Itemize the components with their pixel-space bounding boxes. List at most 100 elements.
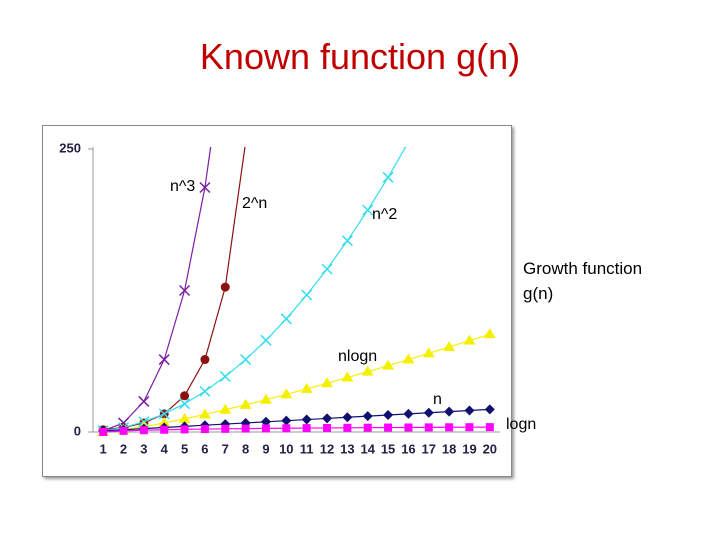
marker	[402, 353, 415, 364]
series-label: logn	[506, 416, 536, 433]
marker	[361, 365, 374, 376]
marker	[423, 407, 434, 418]
y-tick-label: 250	[59, 140, 81, 155]
marker	[422, 347, 435, 358]
marker	[260, 334, 272, 346]
marker	[321, 263, 333, 275]
marker	[362, 411, 373, 422]
marker	[483, 328, 496, 339]
marker	[220, 39, 230, 49]
marker	[403, 147, 414, 148]
marker	[240, 354, 252, 366]
marker	[443, 341, 456, 352]
x-tick-label: 10	[279, 441, 293, 456]
marker	[220, 282, 230, 292]
marker	[99, 428, 108, 436]
marker	[158, 416, 171, 427]
marker	[260, 416, 271, 427]
marker	[301, 289, 313, 301]
x-tick-label: 11	[300, 441, 314, 456]
slide-title: Known function g(n)	[199, 36, 521, 77]
x-tick-label: 13	[340, 441, 354, 456]
marker	[180, 391, 190, 401]
marker	[221, 424, 230, 433]
marker	[382, 171, 394, 183]
marker	[383, 410, 394, 421]
marker	[484, 404, 495, 415]
marker	[485, 423, 494, 432]
marker	[178, 412, 191, 423]
marker	[444, 60, 454, 70]
marker	[321, 377, 334, 388]
marker	[323, 423, 332, 432]
x-tick-label: 18	[442, 441, 456, 456]
marker	[424, 423, 433, 432]
marker	[464, 18, 474, 28]
annotation: Growth function g(n)	[523, 259, 643, 303]
series-label: nlogn	[338, 348, 377, 365]
marker	[302, 424, 311, 433]
marker	[404, 423, 413, 432]
marker	[219, 403, 232, 414]
marker	[139, 426, 148, 435]
plot-area	[97, 18, 496, 437]
marker	[241, 424, 250, 433]
marker	[281, 415, 292, 426]
x-tick-label: 3	[140, 441, 147, 456]
marker	[200, 425, 209, 434]
marker	[239, 398, 252, 409]
x-tick-label: 1	[100, 441, 107, 456]
marker	[179, 284, 191, 297]
marker	[280, 313, 292, 325]
marker	[261, 424, 270, 433]
series-label: 2^n	[242, 195, 267, 212]
x-tick-label: 6	[201, 441, 208, 456]
marker	[198, 408, 211, 419]
x-tick-label: 9	[262, 441, 269, 456]
marker	[424, 100, 434, 110]
marker	[282, 424, 291, 433]
marker	[363, 423, 372, 432]
marker	[138, 395, 150, 407]
marker	[219, 371, 231, 383]
series-line	[103, 147, 407, 432]
x-tick-label: 16	[401, 441, 415, 456]
x-tick-label: 14	[360, 441, 375, 456]
marker	[342, 412, 353, 423]
marker	[259, 393, 272, 404]
series-label: n	[433, 391, 442, 408]
marker	[301, 414, 312, 425]
marker	[384, 423, 393, 432]
x-tick-label: 4	[161, 441, 169, 456]
x-tick-label: 20	[483, 441, 497, 456]
marker	[160, 425, 169, 434]
marker	[199, 181, 211, 194]
marker	[179, 398, 191, 410]
x-tick-label: 12	[320, 441, 334, 456]
marker	[464, 405, 475, 416]
marker	[280, 388, 293, 399]
marker	[180, 425, 189, 434]
y-tick-label: 0	[74, 423, 81, 438]
marker	[119, 426, 128, 435]
marker	[199, 385, 211, 397]
marker	[322, 413, 333, 424]
series-label: n^3	[170, 178, 195, 195]
marker	[463, 334, 476, 345]
marker	[465, 423, 474, 432]
marker	[341, 371, 354, 382]
marker	[445, 423, 454, 432]
marker	[382, 359, 395, 370]
chart-frame	[42, 125, 512, 477]
x-tick-label: 17	[422, 441, 436, 456]
x-tick-label: 15	[381, 441, 395, 456]
x-tick-label: 7	[222, 441, 229, 456]
x-tick-label: 8	[242, 441, 249, 456]
marker	[341, 235, 353, 247]
x-tick-label: 5	[181, 441, 188, 456]
x-tick-label: 2	[120, 441, 127, 456]
marker	[403, 408, 414, 419]
marker	[300, 382, 313, 393]
